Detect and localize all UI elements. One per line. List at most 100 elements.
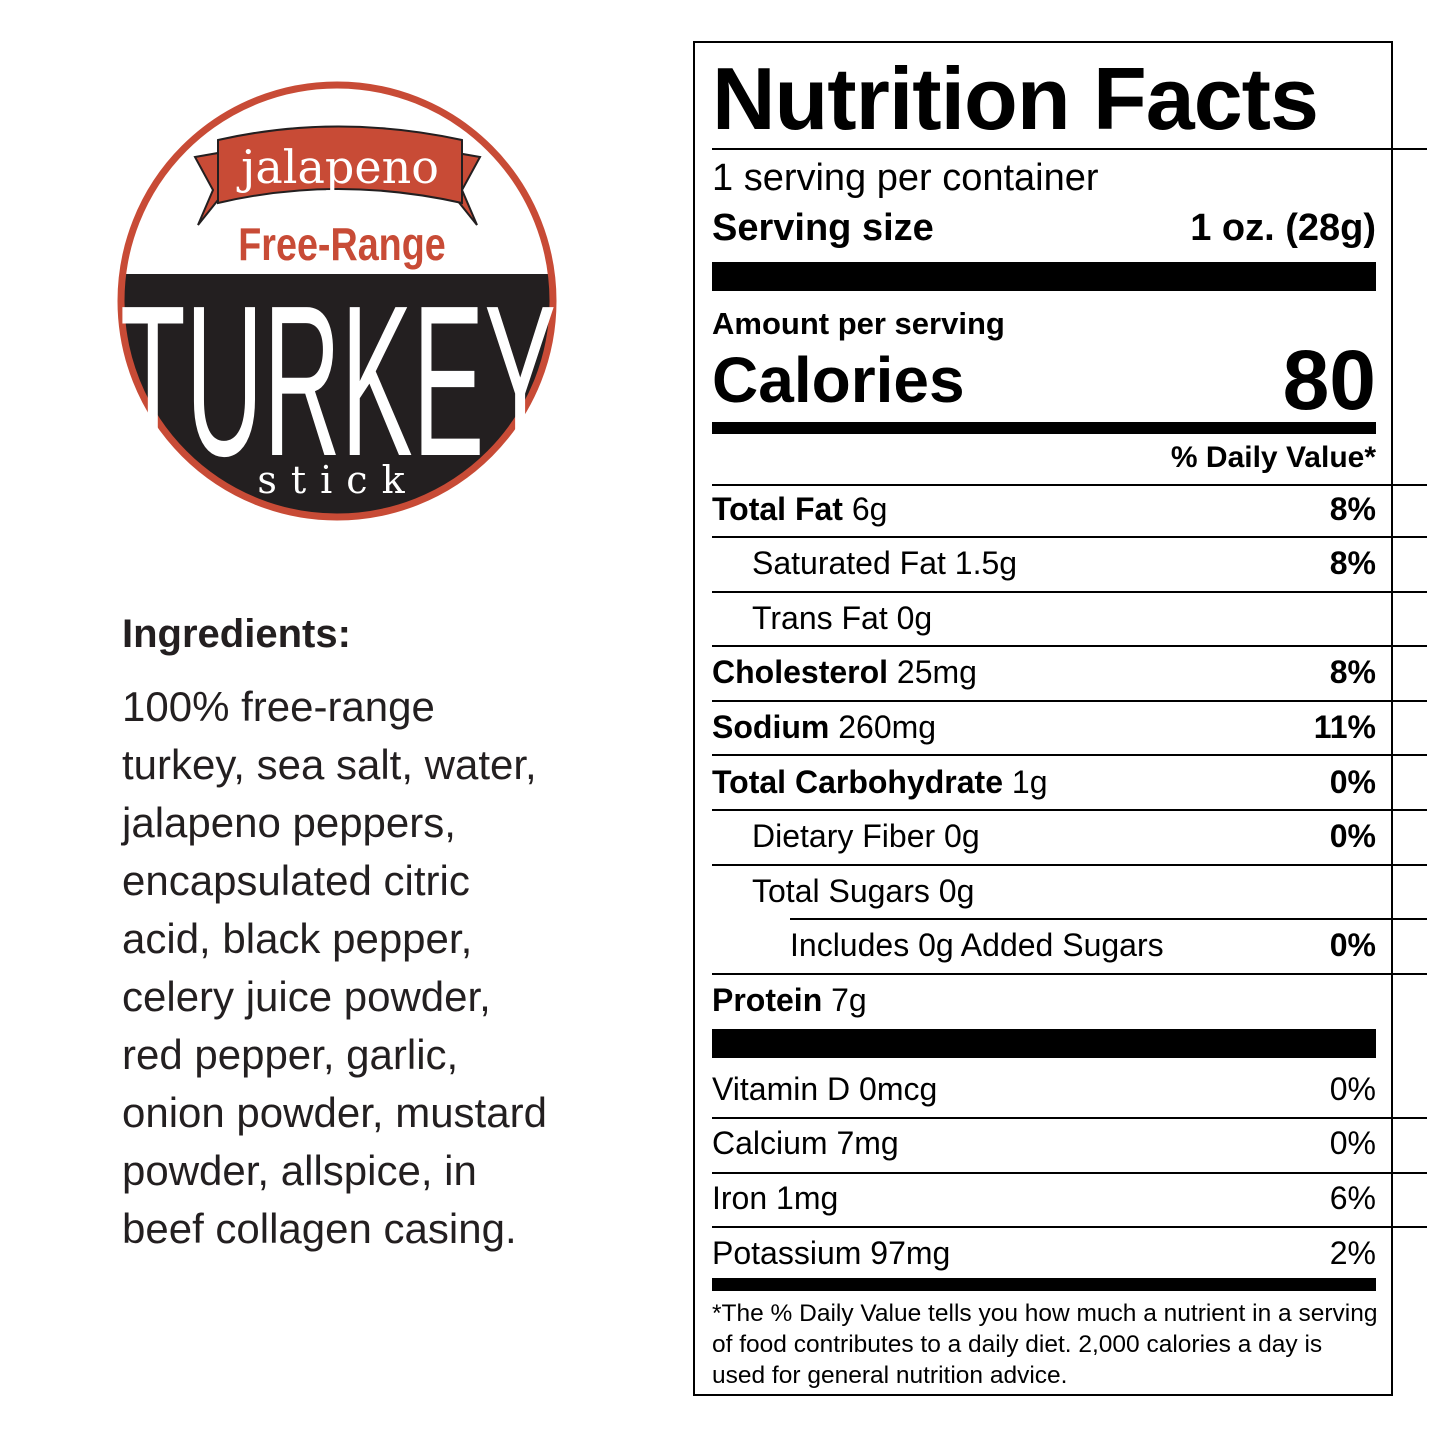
nutrient-amount: 1.5g [954, 545, 1018, 582]
nutrient-name: Dietary Fiber [752, 818, 936, 855]
thick-divider [712, 262, 1376, 291]
vitamin-name: Potassium 97mg [712, 1234, 951, 1271]
nutrient-amount: 0g [944, 818, 980, 855]
nutrient-name: Protein [712, 981, 823, 1018]
nutrient-daily-value: 0% [1329, 763, 1376, 800]
nutrient-label: Total Fat 6g [712, 491, 887, 528]
footnote: *The % Daily Value tells you how much a … [712, 1300, 1378, 1389]
nutrient-row: Trans Fat 0g [752, 591, 1376, 645]
divider [712, 972, 1427, 975]
daily-value-header: % Daily Value* [1170, 441, 1376, 474]
nutrient-amount: 25mg [896, 654, 977, 691]
nutrient-row: Protein 7g [712, 973, 1376, 1027]
divider [712, 809, 1427, 811]
divider [790, 918, 1427, 921]
medium-divider [712, 1278, 1376, 1291]
divider [712, 484, 1427, 486]
ingredients-line: powder, allspice, in [122, 1147, 477, 1194]
logo-tagline: stick [257, 458, 418, 502]
ingredients-line: turkey, sea salt, water, [122, 741, 537, 788]
vitamin-name: Vitamin D 0mcg [712, 1070, 938, 1107]
brand-logo: jalapeno Free-Range TURKEY stick [117, 81, 557, 521]
nutrient-amount: 0g [896, 599, 933, 636]
nutrient-name: Total Sugars [752, 872, 930, 909]
vitamin-daily-value: 0% [1329, 1125, 1376, 1162]
logo-banner-text: jalapeno [236, 140, 439, 194]
nutrient-name: Trans Fat [752, 599, 888, 636]
nutrient-daily-value: 0% [1329, 927, 1376, 964]
nutrient-name: Cholesterol [712, 654, 889, 691]
serving-size-label: Serving size [712, 206, 934, 249]
calories-value: 80 [1282, 332, 1376, 427]
vitamin-daily-value: 0% [1329, 1070, 1376, 1107]
ingredients-line: 100% free-range [122, 683, 435, 730]
nutrient-label: Total Sugars 0g [752, 873, 974, 910]
nutrient-name: Total Carbohydrate [712, 763, 1003, 800]
ingredients-line: jalapeno peppers, [122, 799, 456, 846]
nutrition-facts-label [693, 41, 1393, 1396]
vitamin-daily-value: 2% [1329, 1234, 1376, 1271]
divider [712, 148, 1427, 150]
nutrient-amount: 1g [1011, 763, 1048, 800]
nutrient-daily-value: 0% [1329, 818, 1376, 855]
ingredients-line: onion powder, mustard [122, 1089, 547, 1136]
divider [712, 536, 1427, 538]
nutrient-label: Cholesterol 25mg [712, 654, 977, 691]
divider [712, 754, 1427, 757]
nutrient-row: Total Sugars 0g [752, 864, 1376, 918]
nutrient-amount: 260mg [838, 708, 937, 745]
medium-divider [712, 422, 1376, 434]
ingredients-line: beef collagen casing. [122, 1205, 517, 1252]
nutrient-label: Protein 7g [712, 982, 867, 1019]
nutrient-label: Total Carbohydrate 1g [712, 764, 1047, 801]
nutrient-row: Total Carbohydrate 1g 0% [712, 755, 1376, 809]
nutrient-row: Includes 0g Added Sugars 0% [790, 919, 1376, 973]
nutrient-amount: 7g [831, 981, 867, 1018]
nutrient-row: Dietary Fiber 0g 0% [752, 810, 1376, 864]
vitamin-name: Iron 1mg [712, 1179, 839, 1216]
divider [712, 645, 1427, 648]
nutrient-name: Saturated Fat [752, 545, 946, 582]
calories-label: Calories [712, 344, 965, 416]
ingredients-line: acid, black pepper, [122, 915, 473, 962]
logo-subtitle: Free-Range [238, 218, 445, 269]
nutrient-row: Cholesterol 25mg 8% [712, 646, 1376, 700]
divider [712, 863, 1427, 866]
ingredients-line: encapsulated citric [122, 857, 470, 904]
nutrient-label: Sodium 260mg [712, 709, 936, 746]
nutrient-amount: 0g [938, 872, 975, 909]
nutrient-row: Saturated Fat 1.5g 8% [752, 537, 1376, 591]
nutrient-label: Trans Fat 0g [752, 600, 932, 637]
ingredients-heading: Ingredients: [122, 612, 351, 656]
logo-title: TURKEY [120, 261, 556, 501]
vitamin-name: Calcium 7mg [712, 1125, 899, 1162]
vitamin-row: Potassium 97mg 2% [712, 1226, 1376, 1280]
nutrient-label: Includes 0g Added Sugars [790, 927, 1164, 964]
nutrition-title: Nutrition Facts [712, 49, 1319, 148]
vitamin-row: Calcium 7mg 0% [712, 1117, 1376, 1171]
nutrient-name: Total Fat [712, 490, 843, 527]
nutrient-label: Dietary Fiber 0g [752, 818, 980, 855]
thick-divider [712, 1029, 1376, 1058]
divider [712, 590, 1427, 593]
amount-per-serving: Amount per serving [712, 306, 1005, 341]
nutrient-label: Saturated Fat 1.5g [752, 545, 1017, 582]
divider [712, 1226, 1427, 1229]
divider [712, 1117, 1427, 1119]
ingredients-list: 100% free-range turkey, sea salt, water, j… [122, 678, 547, 1258]
nutrient-daily-value: 8% [1329, 654, 1376, 691]
nutrient-amount: 6g [851, 490, 888, 527]
divider [712, 699, 1427, 702]
vitamin-row: Iron 1mg 6% [712, 1171, 1376, 1225]
servings-per-container: 1 serving per container [712, 156, 1099, 199]
nutrient-daily-value: 8% [1329, 545, 1376, 582]
nutrient-name: Sodium [712, 708, 830, 745]
divider [712, 1171, 1427, 1174]
ingredients-line: celery juice powder, [122, 973, 491, 1020]
ingredients-line: red pepper, garlic, [122, 1031, 459, 1078]
vitamin-row: Vitamin D 0mcg 0% [712, 1062, 1376, 1116]
nutrient-name: Includes 0g Added Sugars [790, 927, 1164, 964]
nutrient-row: Sodium 260mg 11% [712, 700, 1376, 754]
vitamin-daily-value: 6% [1329, 1179, 1376, 1216]
nutrient-daily-value: 11% [1313, 708, 1376, 745]
